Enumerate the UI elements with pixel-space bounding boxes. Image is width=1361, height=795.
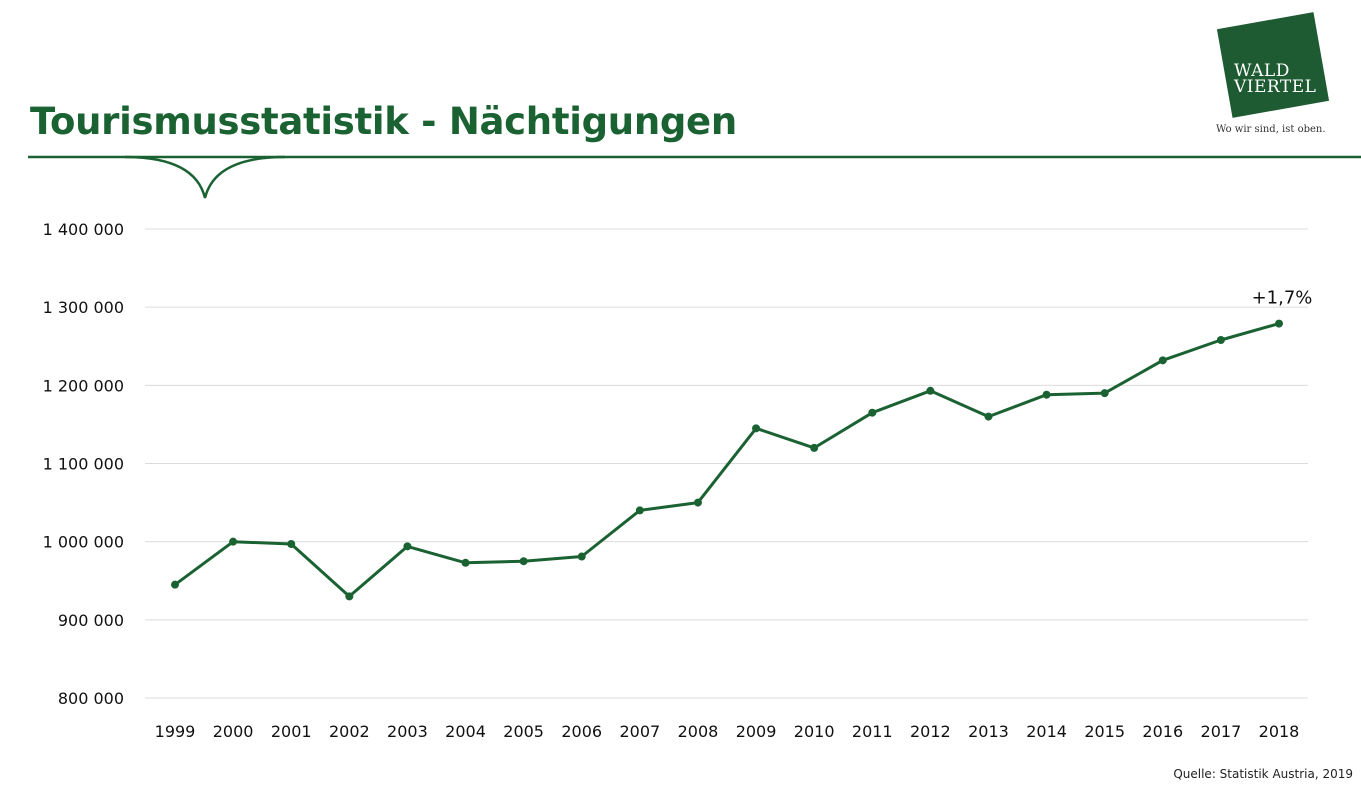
x-tick-label: 2018 <box>1259 722 1300 741</box>
x-tick-label: 2000 <box>213 722 254 741</box>
x-tick-label: 2002 <box>329 722 370 741</box>
data-point <box>693 498 702 507</box>
x-tick-label: 1999 <box>155 722 196 741</box>
x-tick-label: 2012 <box>910 722 951 741</box>
x-axis-ticks: 1999 2000 2001 2002 2003 2004 2005 2006 2007 2008… <box>155 722 1300 741</box>
data-point <box>577 552 586 561</box>
data-point <box>1158 356 1167 365</box>
change-annotation: +1,7% <box>1252 288 1313 309</box>
x-tick-label: 2010 <box>794 722 835 741</box>
annotations: +1,7% <box>1252 288 1313 309</box>
y-axis-ticks: 800 000 900 000 1 000 000 1 100 000 1 200 00… <box>43 220 124 708</box>
x-tick-label: 2001 <box>271 722 312 741</box>
data-point <box>229 537 238 546</box>
y-tick-label: 1 300 000 <box>43 298 124 317</box>
data-point <box>1216 335 1225 344</box>
header-divider <box>28 155 1361 199</box>
y-tick-label: 1 200 000 <box>43 376 124 395</box>
x-tick-label: 2003 <box>387 722 428 741</box>
page-title: Tourismusstatistik - Nächtigungen <box>30 100 737 143</box>
x-tick-label: 2016 <box>1142 722 1183 741</box>
x-tick-label: 2015 <box>1084 722 1125 741</box>
data-point <box>1100 389 1109 398</box>
y-tick-label: 1 100 000 <box>43 455 124 474</box>
data-point <box>635 506 644 515</box>
logo-tagline: Wo wir sind, ist oben. <box>1216 124 1326 135</box>
gridlines <box>145 228 1308 699</box>
x-tick-label: 2014 <box>1026 722 1067 741</box>
data-point <box>461 558 470 567</box>
x-tick-label: 2009 <box>736 722 777 741</box>
y-tick-label: 800 000 <box>58 689 124 708</box>
series-line <box>173 322 1281 598</box>
data-point <box>984 412 993 421</box>
logo-word-2: VIERTEL <box>1234 77 1317 97</box>
waldviertel-logo: WALD VIERTEL Wo wir sind, ist oben. <box>1212 12 1352 142</box>
data-point <box>868 408 877 417</box>
data-point <box>345 592 354 601</box>
x-tick-label: 2017 <box>1201 722 1242 741</box>
data-point <box>287 540 296 549</box>
x-tick-label: 2004 <box>445 722 486 741</box>
x-tick-label: 2011 <box>852 722 893 741</box>
y-tick-label: 1 400 000 <box>43 220 124 239</box>
y-tick-label: 1 000 000 <box>43 533 124 552</box>
data-point <box>926 386 935 395</box>
data-point <box>1042 390 1051 399</box>
logo-word-1: WALD <box>1234 61 1290 81</box>
x-tick-label: 2006 <box>561 722 602 741</box>
series-layer <box>171 319 1283 601</box>
data-point <box>1275 319 1283 328</box>
y-tick-label: 900 000 <box>58 611 124 630</box>
data-point <box>519 557 528 566</box>
data-point <box>403 542 412 551</box>
x-tick-label: 2013 <box>968 722 1009 741</box>
source-note: Quelle: Statistik Austria, 2019 <box>1173 767 1353 781</box>
x-tick-label: 2008 <box>678 722 719 741</box>
data-point <box>810 443 819 452</box>
data-point <box>171 580 179 589</box>
x-tick-label: 2007 <box>619 722 660 741</box>
x-tick-label: 2005 <box>503 722 544 741</box>
data-point <box>752 424 761 433</box>
